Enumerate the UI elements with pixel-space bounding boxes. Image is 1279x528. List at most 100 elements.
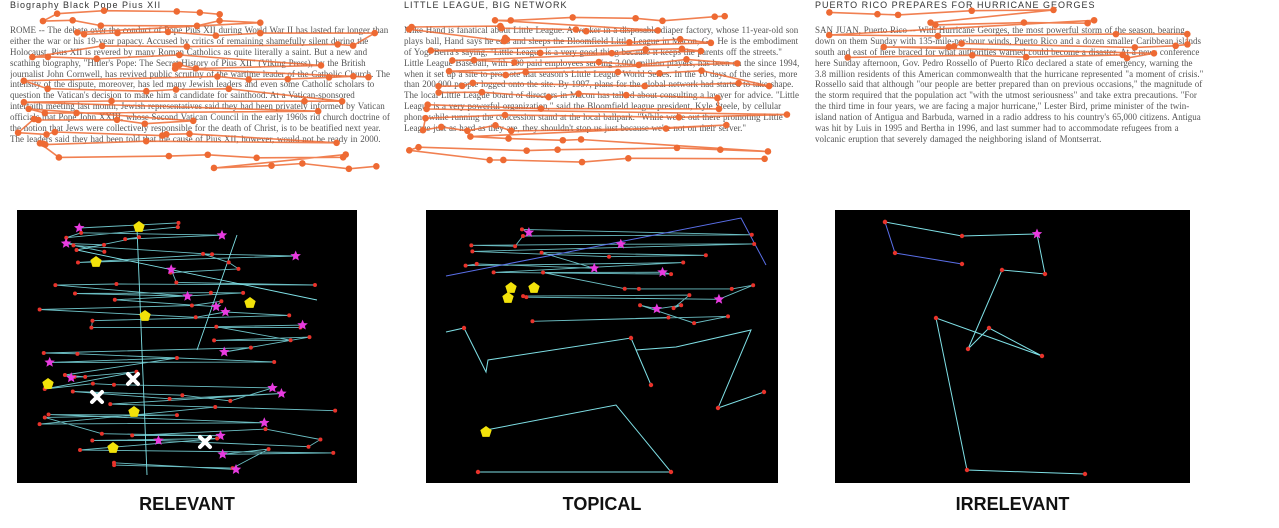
- document-title: LITTLE LEAGUE, BIG NETWORK: [404, 0, 568, 10]
- fixation-dot: [475, 469, 481, 475]
- fixation-dot: [248, 345, 253, 350]
- fixation-dot: [524, 295, 529, 300]
- fixation-point: [554, 146, 561, 154]
- fixation-point: [415, 143, 422, 151]
- fixation-dot: [959, 233, 965, 239]
- fixation-dot: [681, 260, 686, 265]
- fixation-point: [314, 107, 322, 115]
- fixation-point: [577, 136, 585, 143]
- fixation-dot: [210, 252, 215, 257]
- fixation-dot: [123, 237, 128, 242]
- fixation-dot: [306, 444, 311, 449]
- fixation-dot: [307, 335, 312, 340]
- fixation-point: [673, 144, 681, 152]
- fixation-point: [36, 139, 44, 147]
- star-marker: [713, 293, 725, 304]
- fixation-dot: [266, 447, 271, 452]
- fixation-point: [500, 156, 507, 164]
- star-marker: [210, 301, 222, 312]
- fixation-dot: [213, 405, 218, 410]
- fixation-dot: [959, 261, 965, 267]
- fixation-point: [1150, 50, 1158, 57]
- fixation-point: [53, 10, 61, 17]
- pentagon-marker: [244, 297, 256, 308]
- fixation-point: [189, 117, 197, 125]
- fixation-dot: [175, 225, 180, 230]
- gaze-path-line: [407, 15, 787, 163]
- fixation-point: [113, 116, 121, 124]
- fixation-dot: [679, 303, 684, 308]
- document-irrelevant: PUERTO RICO PREPARES FOR HURRICANE GEORG…: [815, 0, 1205, 200]
- fixation-point: [373, 163, 380, 170]
- fixation-point: [44, 53, 52, 61]
- star-marker: [219, 346, 230, 357]
- fixation-dot: [521, 294, 526, 299]
- fixation-point: [29, 53, 36, 61]
- fixation-point: [20, 77, 28, 85]
- gaze-path-line: [829, 9, 1189, 59]
- fixation-point: [30, 115, 38, 123]
- fixation-point: [614, 68, 622, 76]
- fixation-dot: [541, 270, 546, 275]
- fixation-point: [486, 156, 493, 164]
- fixation-point: [632, 14, 639, 22]
- fixation-point: [507, 127, 515, 135]
- document-body: ROME -- The debate over the conduct of P…: [10, 24, 390, 144]
- star-marker: [66, 372, 77, 383]
- fixation-point: [435, 82, 442, 90]
- fixation-point: [445, 67, 453, 75]
- fixation-dot: [749, 232, 754, 237]
- fixation-point: [733, 60, 741, 67]
- fixation-dot: [228, 398, 233, 403]
- fixation-point: [497, 22, 504, 30]
- fixation-point: [1184, 41, 1191, 48]
- fixation-point: [478, 88, 486, 96]
- fixation-dot: [112, 297, 117, 302]
- fixation-dot: [312, 283, 317, 288]
- fixation-point: [662, 125, 670, 132]
- fixation-dot: [101, 242, 106, 247]
- fixation-point: [880, 43, 888, 51]
- fixation-dot: [1039, 353, 1045, 359]
- fixation-point: [698, 67, 705, 74]
- fixation-dot: [463, 263, 468, 268]
- pentagon-marker: [502, 292, 514, 303]
- fixation-dot: [189, 303, 194, 308]
- star-marker: [215, 430, 226, 441]
- fixation-point: [108, 97, 115, 105]
- fixation-dot: [715, 405, 721, 411]
- fixation-point: [1172, 42, 1179, 50]
- fixation-point: [51, 128, 59, 136]
- fixation-point: [654, 27, 662, 34]
- fixation-dot: [491, 270, 496, 275]
- fixation-dot: [83, 374, 88, 379]
- fixation-dot: [130, 433, 135, 438]
- caption-topical: TOPICAL: [562, 494, 642, 514]
- scanpath-line: [465, 228, 755, 324]
- fixation-point: [675, 113, 683, 121]
- fixation-dot: [111, 382, 116, 387]
- fixation-point: [55, 154, 63, 161]
- scanpath-line: [884, 221, 1086, 475]
- fixation-dot: [999, 267, 1005, 273]
- fixation-point: [501, 111, 509, 119]
- fixation-point: [204, 151, 212, 159]
- fixation-point: [1131, 44, 1139, 51]
- fixation-dot: [263, 427, 268, 432]
- fixation-point: [423, 105, 430, 113]
- fixation-point: [435, 89, 442, 96]
- fixation-point: [171, 65, 179, 72]
- fixation-dot: [226, 260, 231, 265]
- star-marker: [60, 237, 72, 248]
- fixation-dot: [193, 315, 198, 320]
- fixation-point: [427, 47, 435, 54]
- fixation-point: [934, 32, 942, 40]
- fixation-point: [299, 160, 306, 167]
- fixation-point: [522, 68, 529, 76]
- fixation-dot: [513, 244, 518, 249]
- star-marker: [276, 388, 287, 398]
- star-marker: [182, 290, 193, 301]
- gaze-path-line: [16, 9, 378, 170]
- star-marker: [290, 250, 301, 261]
- fixation-point: [173, 8, 181, 15]
